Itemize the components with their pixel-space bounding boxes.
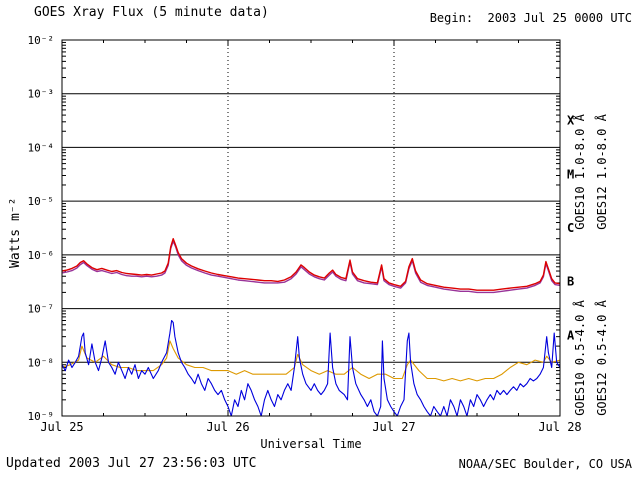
legend-goes10-1-0-8-0-: GOES10 1.0-8.0 Å <box>572 113 587 229</box>
flare-class-label: M <box>567 167 574 181</box>
x-tick-label: Jul 27 <box>372 420 415 434</box>
begin-time-label: Begin: 2003 Jul 25 0000 UTC <box>429 11 632 25</box>
flare-class-label: X <box>567 114 575 128</box>
y-tick-label: 10⁻⁶ <box>28 249 55 262</box>
legend-goes12-1-0-8-0-: GOES12 1.0-8.0 Å <box>594 113 609 229</box>
updated-timestamp: Updated 2003 Jul 27 23:56:03 UTC <box>6 456 257 471</box>
series-goes12-1-0-8-0- <box>62 238 560 291</box>
series-goes12-0-5-4-0- <box>62 319 560 416</box>
legend-goes10-0-5-4-0-: GOES10 0.5-4.0 Å <box>572 299 587 415</box>
source-credit: NOAA/SEC Boulder, CO USA <box>458 457 632 471</box>
flare-class-label: A <box>567 328 575 342</box>
y-tick-label: 10⁻⁹ <box>28 410 55 423</box>
x-axis-label: Universal Time <box>260 437 362 451</box>
y-tick-label: 10⁻⁵ <box>28 195 55 208</box>
y-tick-label: 10⁻² <box>28 34 55 47</box>
y-tick-label: 10⁻⁷ <box>28 303 55 316</box>
series-goes10-1-0-8-0- <box>62 240 560 294</box>
x-tick-label: Jul 25 <box>40 420 83 434</box>
y-tick-label: 10⁻⁸ <box>28 356 55 369</box>
plot-frame <box>61 39 561 417</box>
y-tick-label: 10⁻⁴ <box>28 141 55 154</box>
series-goes10-0-5-4-0- <box>62 340 560 382</box>
flare-class-label: C <box>567 221 574 235</box>
chart-title: GOES Xray Flux (5 minute data) <box>34 5 269 20</box>
legend-goes12-0-5-4-0-: GOES12 0.5-4.0 Å <box>594 299 609 415</box>
flare-class-label: B <box>567 275 574 289</box>
y-axis-label: Watts m⁻² <box>8 197 23 268</box>
y-tick-label: 10⁻³ <box>28 88 55 101</box>
x-tick-label: Jul 26 <box>206 420 249 434</box>
x-tick-label: Jul 28 <box>538 420 581 434</box>
